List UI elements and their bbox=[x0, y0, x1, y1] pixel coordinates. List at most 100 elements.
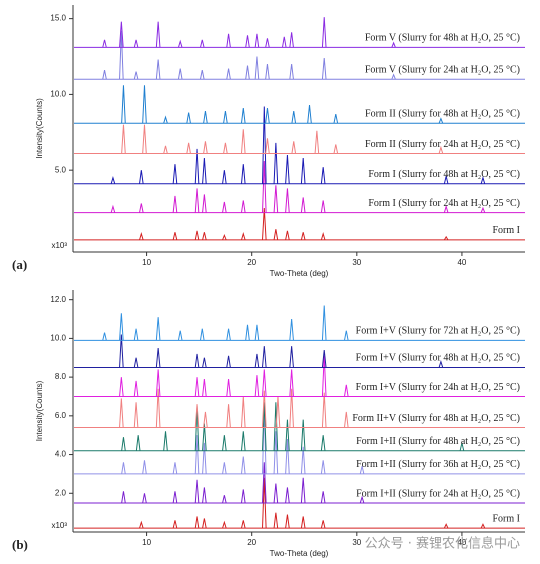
peak bbox=[155, 388, 161, 428]
peak bbox=[289, 32, 294, 48]
peak bbox=[300, 197, 306, 213]
peak bbox=[226, 404, 231, 428]
peak bbox=[119, 377, 124, 397]
peak bbox=[262, 402, 267, 451]
peak bbox=[202, 379, 207, 397]
peak bbox=[110, 175, 116, 184]
peak bbox=[202, 194, 207, 213]
peak bbox=[203, 411, 208, 428]
y-tick-label: 15.0 bbox=[50, 14, 66, 23]
peak bbox=[194, 377, 200, 397]
series-label: Form I+V (Slurry for 24h at H₂O, 25 °C) bbox=[356, 382, 520, 393]
peak bbox=[320, 167, 326, 184]
peak bbox=[102, 70, 107, 80]
peak bbox=[300, 516, 306, 529]
peak bbox=[202, 357, 207, 368]
peak bbox=[139, 232, 144, 241]
peak bbox=[186, 142, 191, 154]
peak bbox=[262, 208, 267, 240]
x-tick-label: 10 bbox=[142, 538, 151, 547]
peak bbox=[344, 411, 349, 428]
peak bbox=[275, 396, 281, 428]
peak bbox=[480, 523, 486, 529]
series-label: Form II+V (Slurry for 48h at H₂O, 25 °C) bbox=[352, 413, 520, 424]
peak bbox=[133, 357, 139, 368]
peak bbox=[321, 57, 327, 80]
peak bbox=[121, 462, 126, 474]
peak bbox=[172, 462, 178, 474]
peak bbox=[222, 233, 227, 241]
peak bbox=[155, 317, 161, 341]
peak bbox=[321, 355, 327, 397]
peak bbox=[102, 39, 107, 48]
peak bbox=[121, 124, 126, 154]
peak bbox=[300, 158, 306, 184]
peak bbox=[443, 235, 449, 241]
peak bbox=[273, 185, 279, 213]
peak bbox=[199, 328, 205, 341]
peak bbox=[133, 71, 139, 80]
peak bbox=[226, 328, 231, 341]
peak bbox=[265, 64, 270, 80]
peak bbox=[321, 349, 327, 368]
peak bbox=[240, 164, 246, 184]
y-tick-label: 10.0 bbox=[50, 334, 66, 343]
peak bbox=[289, 369, 294, 397]
peak bbox=[110, 204, 116, 213]
peak bbox=[240, 396, 246, 428]
peak bbox=[480, 206, 486, 213]
y-tick-label: 6.0 bbox=[55, 411, 67, 420]
peak bbox=[135, 435, 141, 451]
peak bbox=[133, 380, 139, 397]
peak bbox=[291, 141, 297, 154]
series-label: Form I (Slurry for 48h at H₂O, 25 °C) bbox=[368, 169, 520, 180]
peak bbox=[265, 138, 270, 154]
peak bbox=[285, 230, 290, 240]
peak bbox=[172, 232, 178, 240]
series-label: Form I (Slurry for 24h at H₂O, 25 °C) bbox=[368, 198, 520, 209]
peak bbox=[194, 479, 200, 503]
peak bbox=[121, 85, 126, 124]
peak bbox=[285, 419, 290, 451]
peak bbox=[273, 512, 279, 529]
series-label: Form II (Slurry for 24h at H₂O, 25 °C) bbox=[365, 139, 520, 150]
peak bbox=[155, 59, 161, 80]
watermark: 公众号 · 赛锂农化信息中心 bbox=[365, 536, 520, 552]
peak bbox=[320, 435, 326, 451]
peak bbox=[194, 188, 200, 213]
peak bbox=[177, 68, 183, 80]
peak bbox=[222, 520, 227, 529]
peak bbox=[222, 201, 227, 213]
peak bbox=[241, 232, 246, 241]
series-label: Form I+II (Slurry for 24h at H₂O, 25 °C) bbox=[356, 488, 520, 499]
peak bbox=[262, 369, 267, 397]
peak bbox=[333, 114, 339, 124]
peak bbox=[262, 477, 267, 529]
peak bbox=[240, 431, 246, 451]
peak bbox=[222, 170, 227, 184]
peak bbox=[254, 56, 260, 80]
series-label: Form I+II (Slurry for 36h at H₂O, 25 °C) bbox=[356, 459, 520, 470]
peak bbox=[289, 346, 294, 368]
peak bbox=[262, 161, 267, 213]
peak bbox=[240, 200, 246, 213]
peak bbox=[289, 64, 294, 80]
peak bbox=[142, 85, 147, 124]
series-label: Form V (Slurry for 48h at H₂O, 25 °C) bbox=[365, 33, 520, 44]
peak bbox=[194, 516, 200, 529]
peak bbox=[177, 330, 183, 341]
peak bbox=[133, 39, 139, 48]
series-label: Form I bbox=[493, 225, 521, 236]
peak bbox=[240, 489, 246, 504]
peak bbox=[273, 142, 279, 184]
peak bbox=[443, 523, 449, 529]
peak bbox=[155, 348, 161, 368]
peak bbox=[307, 104, 312, 124]
series-label: Form I+II (Slurry for 48h at H₂O, 25 °C) bbox=[356, 436, 520, 447]
y-tick-label: 12.0 bbox=[50, 295, 66, 304]
series-label: Form I+V (Slurry for 72h at H₂O, 25 °C) bbox=[356, 326, 520, 337]
peak bbox=[285, 514, 290, 529]
peak bbox=[226, 68, 231, 80]
peak bbox=[443, 176, 449, 184]
